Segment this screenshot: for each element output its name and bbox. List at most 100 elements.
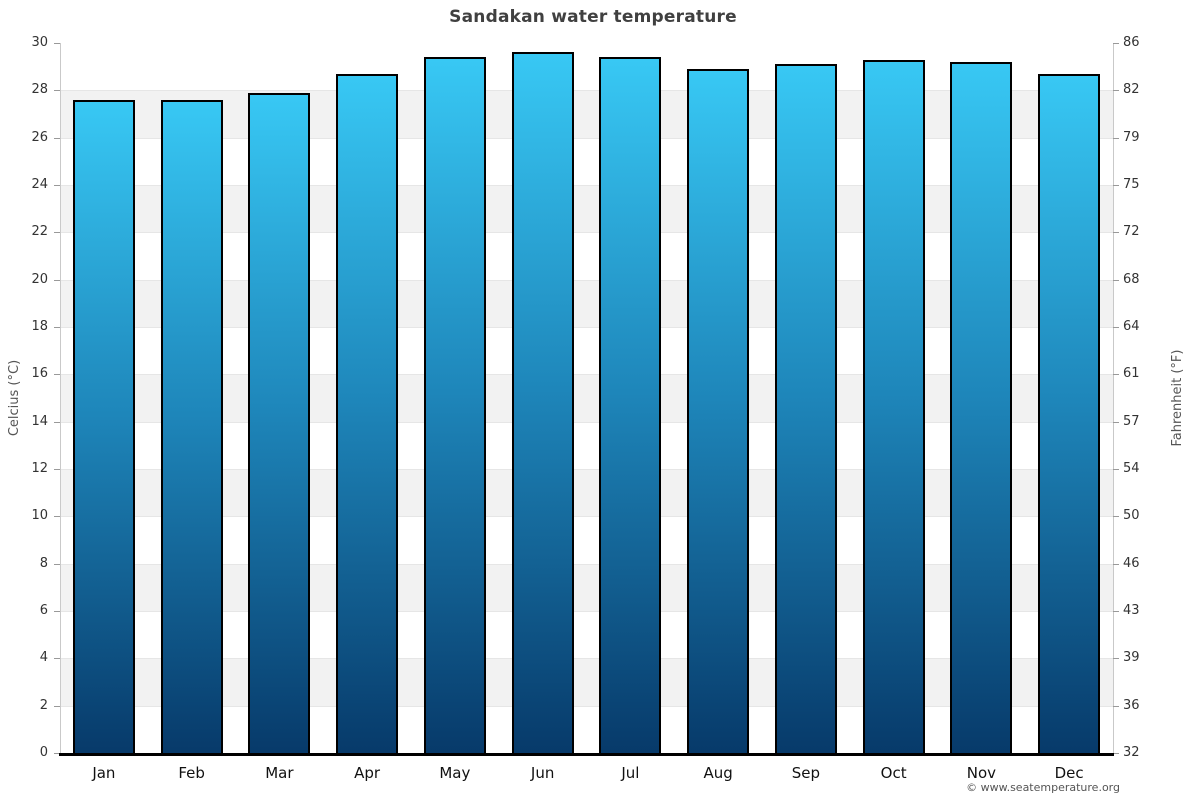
x-axis-line <box>59 753 1114 756</box>
y-tick-left <box>54 753 60 754</box>
y-tick-right <box>1113 185 1119 186</box>
y-tick-left <box>54 327 60 328</box>
y-tick-right <box>1113 137 1119 139</box>
grid-band <box>61 374 1113 422</box>
y-tick-label-celsius: 14 <box>31 413 48 429</box>
y-tick-label-fahrenheit: 82 <box>1123 82 1140 98</box>
x-tick-label-apr: Apr <box>354 764 381 782</box>
gridline <box>61 469 1113 470</box>
y-tick-right <box>1113 279 1119 281</box>
y-tick-right <box>1113 43 1119 44</box>
y-tick-label-fahrenheit: 54 <box>1123 461 1140 476</box>
y-tick-label-celsius: 28 <box>31 82 48 98</box>
y-tick-label-celsius: 2 <box>39 697 48 713</box>
bar-may <box>423 57 486 753</box>
x-tick-label-jan: Jan <box>92 764 116 782</box>
bar-jun <box>511 52 574 753</box>
gridline <box>61 185 1113 186</box>
y-tick-label-fahrenheit: 64 <box>1123 319 1140 334</box>
grid-band <box>61 658 1113 706</box>
y-tick-label-celsius: 4 <box>39 650 48 666</box>
gridline <box>61 374 1113 376</box>
y-tick-label-fahrenheit: 68 <box>1123 271 1140 287</box>
y-tick-right <box>1113 232 1119 234</box>
y-tick-right <box>1113 90 1119 92</box>
grid-band <box>61 705 1113 753</box>
y-tick-left <box>54 137 60 139</box>
bar-oct <box>862 59 925 753</box>
y-axis-title-celsius: Celcius (°C) <box>7 359 22 437</box>
y-tick-label-celsius: 12 <box>31 461 48 476</box>
chart-title: Sandakan water temperature <box>449 7 737 27</box>
grid-band <box>61 137 1113 185</box>
grid-band <box>61 516 1113 564</box>
y-tick-label-celsius: 8 <box>39 555 48 571</box>
y-tick-label-celsius: 0 <box>39 745 48 760</box>
y-tick-right <box>1113 658 1119 660</box>
grid-band <box>61 563 1113 611</box>
watermark-credit: © www.seatemperature.org <box>966 781 1120 794</box>
y-tick-label-celsius: 22 <box>31 224 48 240</box>
y-tick-label-fahrenheit: 43 <box>1123 603 1140 618</box>
y-tick-label-celsius: 26 <box>31 129 48 145</box>
x-tick-label-sep: Sep <box>791 764 821 782</box>
gridline <box>61 90 1113 92</box>
x-tick-label-oct: Oct <box>880 764 907 782</box>
y-tick-left <box>54 705 60 707</box>
y-tick-label-celsius: 16 <box>31 366 48 382</box>
y-tick-right <box>1113 753 1119 754</box>
y-tick-label-celsius: 30 <box>31 35 48 50</box>
y-tick-right <box>1113 516 1119 518</box>
y-tick-label-fahrenheit: 36 <box>1123 697 1140 713</box>
x-tick-label-aug: Aug <box>703 764 733 782</box>
y-tick-label-celsius: 20 <box>31 271 48 287</box>
y-tick-left <box>54 279 60 281</box>
bar-jan <box>72 99 135 753</box>
y-tick-label-fahrenheit: 61 <box>1123 366 1140 382</box>
x-tick-label-mar: Mar <box>265 764 294 782</box>
y-tick-label-celsius: 18 <box>31 319 48 334</box>
gridline <box>61 279 1113 281</box>
grid-band <box>61 611 1113 659</box>
y-tick-left <box>54 232 60 234</box>
y-tick-right <box>1113 374 1119 376</box>
y-tick-label-fahrenheit: 57 <box>1123 413 1140 429</box>
y-axis-line-left <box>60 43 61 753</box>
gridline <box>61 563 1113 565</box>
y-tick-left <box>54 90 60 92</box>
y-tick-right <box>1113 421 1119 423</box>
bar-aug <box>687 69 750 753</box>
y-tick-label-celsius: 10 <box>31 508 48 524</box>
grid-band <box>61 279 1113 327</box>
y-tick-label-fahrenheit: 75 <box>1123 177 1140 192</box>
gridline <box>61 705 1113 707</box>
grid-band <box>61 469 1113 517</box>
y-tick-left <box>54 185 60 186</box>
grid-band <box>61 421 1113 469</box>
gridline <box>61 658 1113 660</box>
y-tick-left <box>54 43 60 44</box>
grid-band <box>61 43 1113 91</box>
grid-band <box>61 185 1113 233</box>
y-tick-label-fahrenheit: 86 <box>1123 35 1140 50</box>
y-axis-title-fahrenheit: Fahrenheit (°F) <box>1170 349 1185 447</box>
bar-nov <box>950 61 1013 753</box>
y-tick-left <box>54 611 60 612</box>
gridline <box>61 421 1113 423</box>
y-tick-left <box>54 374 60 376</box>
bar-dec <box>1038 73 1101 753</box>
x-tick-label-nov: Nov <box>966 764 997 782</box>
gridline <box>61 327 1113 328</box>
gridline <box>61 516 1113 518</box>
gridline <box>61 137 1113 139</box>
y-tick-right <box>1113 705 1119 707</box>
x-tick-label-feb: Feb <box>178 764 205 782</box>
bar-jul <box>599 57 662 753</box>
bar-mar <box>248 92 311 753</box>
y-tick-left <box>54 516 60 518</box>
grid-band <box>61 232 1113 280</box>
bar-apr <box>336 73 399 753</box>
y-tick-left <box>54 563 60 565</box>
y-axis-line-right <box>1113 43 1114 753</box>
